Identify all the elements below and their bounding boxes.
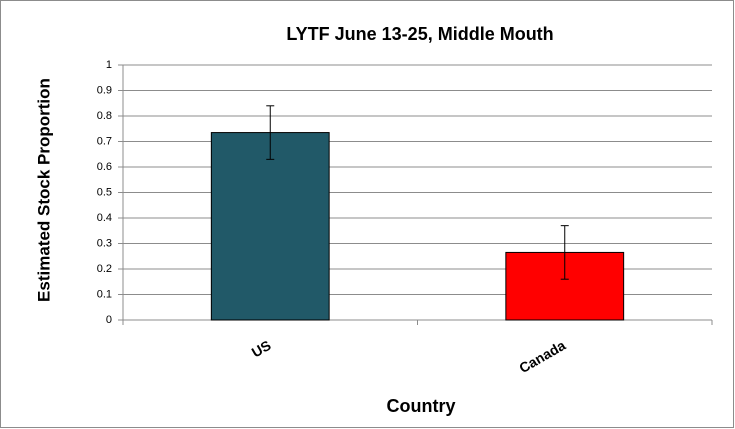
y-tick-label: 0.3 <box>97 237 112 249</box>
y-tick-label: 0.9 <box>97 84 112 96</box>
y-tick-label: 0.7 <box>97 135 112 147</box>
y-tick-label: 0.4 <box>97 212 112 224</box>
x-axis-label: Country <box>387 396 456 416</box>
y-tick-label: 0.6 <box>97 161 112 173</box>
y-tick-label: 0.5 <box>97 186 112 198</box>
y-tick-label: 0 <box>106 314 112 326</box>
y-tick-label: 0.1 <box>97 288 112 300</box>
y-axis-label: Estimated Stock Proportion <box>34 78 53 302</box>
chart-title: LYTF June 13-25, Middle Mouth <box>286 24 553 44</box>
y-tick-label: 0.2 <box>97 263 112 275</box>
bar <box>210 132 330 321</box>
y-tick-label: 1 <box>106 59 112 71</box>
y-tick-label: 0.8 <box>97 110 112 122</box>
